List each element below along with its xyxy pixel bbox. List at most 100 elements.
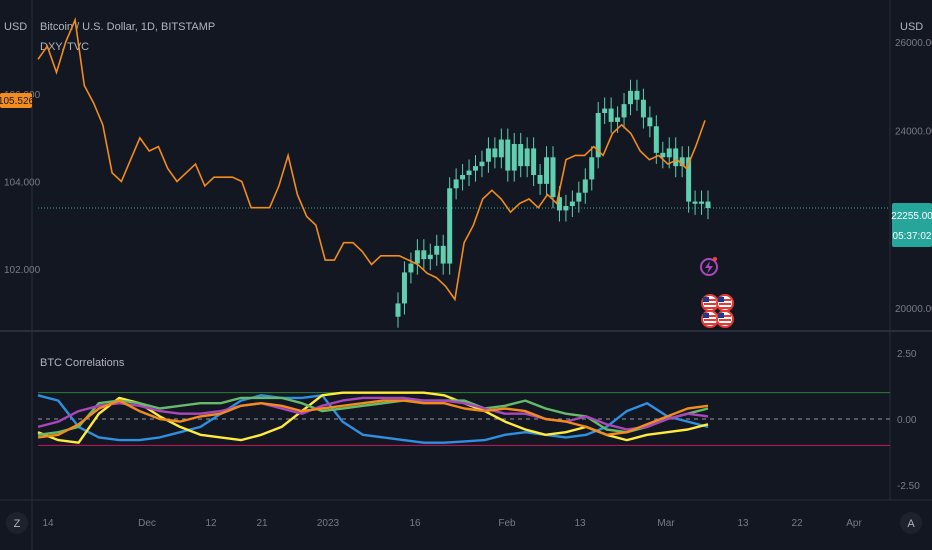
candle-body (395, 303, 401, 317)
candle-body (608, 108, 614, 122)
left-axis-tick[interactable]: 102.000 (4, 265, 41, 276)
time-axis-ticks[interactable]: 14 Dec 12 21 2023 16 Feb 13 Mar 13 22 Apr (42, 518, 862, 529)
candle-body (666, 148, 672, 158)
lightning-icon[interactable] (700, 257, 718, 276)
svg-text:105.526: 105.526 (0, 96, 35, 107)
time-axis-tick[interactable]: 22 (791, 518, 803, 529)
candle-body (634, 90, 640, 100)
candle-body (569, 201, 575, 206)
candle-body (544, 157, 550, 184)
candle-body (699, 201, 705, 204)
candle-body (414, 250, 420, 264)
candle-body (473, 166, 478, 171)
correlation-line-green (37, 396, 709, 436)
candle-body (434, 245, 440, 255)
candle-body (692, 201, 698, 204)
candle-body (440, 245, 446, 264)
svg-text:05:37:02: 05:37:02 (893, 231, 932, 242)
time-axis-tick[interactable]: 16 (409, 518, 421, 529)
candle-body (576, 192, 582, 202)
right-axis-ticks[interactable]: 26000.00 24000.00 20000.00 (895, 38, 932, 315)
candle-body (479, 161, 485, 167)
svg-text:22255.00: 22255.00 (891, 211, 932, 222)
candle-body (511, 144, 517, 171)
candle-body (401, 272, 407, 304)
candle-body (421, 250, 427, 260)
time-axis-tick[interactable]: 2023 (317, 518, 340, 529)
auto-scale-button[interactable]: A (900, 512, 922, 534)
candle-body (673, 148, 679, 167)
candle-body (595, 113, 601, 158)
svg-text:Z: Z (14, 518, 21, 530)
correlation-line-purple (37, 396, 709, 431)
correlation-bands (38, 392, 890, 446)
us-flag-icon[interactable] (701, 310, 719, 328)
candle-body (537, 175, 543, 184)
us-flag-icon[interactable] (716, 294, 734, 312)
candle-body (621, 104, 627, 118)
time-axis-tick[interactable]: Dec (138, 518, 156, 529)
candle-body (582, 179, 588, 193)
time-axis-tick[interactable]: 12 (205, 518, 217, 529)
candle-body (615, 117, 621, 122)
candle-body (563, 206, 569, 211)
candle-body (686, 157, 692, 202)
candle-body (705, 201, 711, 208)
candle-body (505, 139, 511, 171)
candle-body (628, 90, 633, 105)
time-axis-tick[interactable]: 13 (574, 518, 586, 529)
candle-body (524, 148, 530, 167)
btc-price-badge: 22255.00 05:37:02 (891, 203, 932, 247)
candle-body (460, 175, 466, 180)
candle-body (653, 126, 659, 153)
correlation-axis-tick[interactable]: 2.50 (897, 349, 917, 360)
right-axis-tick[interactable]: 20000.00 (895, 304, 932, 315)
correlation-lines (37, 391, 709, 444)
correlation-axis-tick[interactable]: -2.50 (897, 481, 920, 492)
candle-body (453, 179, 459, 189)
candle-body (556, 197, 562, 211)
symbol-title[interactable]: Bitcoin / U.S. Dollar, 1D, BITSTAMP (40, 21, 215, 33)
right-axis-tick[interactable]: 24000.00 (895, 127, 932, 138)
indicator-title[interactable]: BTC Correlations (40, 357, 125, 369)
time-axis-tick[interactable]: 13 (737, 518, 749, 529)
dxy-line (37, 17, 706, 302)
candle-body (647, 117, 653, 127)
candle-body (427, 254, 433, 260)
time-axis-tick[interactable]: 14 (42, 518, 54, 529)
dxy-series-line (37, 17, 706, 302)
candle-body (492, 148, 498, 158)
time-axis-tick[interactable]: Apr (846, 518, 862, 529)
candle-body (531, 148, 537, 175)
time-axis-tick[interactable]: Mar (657, 518, 675, 529)
candle-body (660, 152, 666, 158)
btc-candles (395, 79, 711, 328)
time-axis-tick[interactable]: 21 (256, 518, 268, 529)
candle-body (602, 108, 608, 113)
candle-body (485, 148, 491, 162)
candle-body (447, 188, 453, 264)
candle-body (679, 157, 685, 167)
correlation-axis-ticks[interactable]: 2.50 0.00 -2.50 (897, 349, 920, 492)
zoom-button[interactable]: Z (6, 512, 28, 534)
candle-body (589, 157, 595, 180)
svg-text:A: A (907, 518, 915, 530)
candle-body (518, 144, 524, 167)
us-flag-icon[interactable] (701, 294, 719, 312)
left-currency-label: USD (4, 21, 27, 33)
correlation-axis-tick[interactable]: 0.00 (897, 415, 917, 426)
right-currency-label: USD (900, 21, 923, 33)
candle-body (550, 157, 556, 198)
candle-body (408, 263, 414, 273)
right-axis-tick[interactable]: 26000.00 (895, 38, 932, 49)
dxy-value-badge: 105.526 (0, 93, 35, 108)
correlation-line-orange (37, 399, 709, 439)
candle-body (466, 170, 472, 175)
candle-body (640, 99, 646, 118)
time-axis-tick[interactable]: Feb (498, 518, 516, 529)
us-flag-icon[interactable] (716, 310, 734, 328)
left-axis-tick[interactable]: 104.000 (4, 178, 41, 189)
